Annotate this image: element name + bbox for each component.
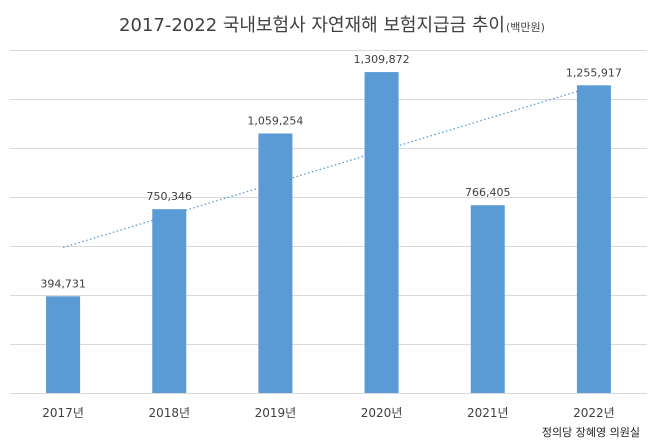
source-note: 정의당 장혜영 의원실 bbox=[542, 426, 640, 439]
data-label: 766,405 bbox=[465, 186, 511, 199]
data-label: 1,309,872 bbox=[354, 53, 410, 66]
bar bbox=[152, 209, 187, 393]
bar bbox=[576, 85, 611, 393]
data-label: 1,255,917 bbox=[566, 66, 622, 79]
gridlines bbox=[10, 50, 647, 394]
bar bbox=[364, 72, 399, 393]
data-label: 1,059,254 bbox=[247, 114, 303, 127]
bar bbox=[46, 296, 81, 393]
data-labels: 394,731 750,346 1,059,254 1,309,872 766,405 1… bbox=[40, 53, 622, 290]
x-tick-label: 2020년 bbox=[361, 406, 403, 420]
chart-title: 2017-2022 국내보험사 자연재해 보험지급금 추이(백만원) bbox=[119, 15, 545, 36]
chart-title-main: 2017-2022 국내보험사 자연재해 보험지급금 추이 bbox=[119, 15, 505, 36]
x-tick-label: 2022년 bbox=[573, 406, 615, 420]
x-tick-label: 2017년 bbox=[42, 406, 84, 420]
x-tick-label: 2021년 bbox=[467, 406, 509, 420]
bar bbox=[470, 205, 505, 393]
trendline bbox=[62, 85, 595, 249]
x-axis-ticks: 2017년 2018년 2019년 2020년 2021년 2022년 bbox=[42, 406, 614, 420]
trendline-series bbox=[62, 85, 595, 249]
x-tick-label: 2018년 bbox=[148, 406, 190, 420]
data-label: 394,731 bbox=[40, 277, 86, 290]
data-label: 750,346 bbox=[147, 190, 193, 203]
x-tick-label: 2019년 bbox=[255, 406, 297, 420]
bar bbox=[258, 133, 293, 393]
chart-title-unit: (백만원) bbox=[506, 21, 545, 34]
bars bbox=[46, 72, 611, 393]
